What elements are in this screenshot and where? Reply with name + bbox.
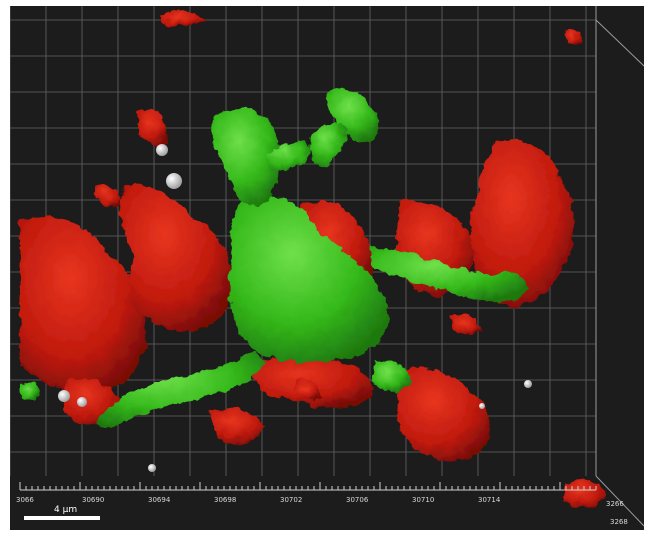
gray-particle xyxy=(77,397,87,407)
red-fragment-center-low xyxy=(295,380,321,401)
red-fragment-mid-right xyxy=(450,314,482,335)
scale-bar-label: 4 µm xyxy=(54,505,77,515)
scale-bar-line xyxy=(24,516,100,520)
x-axis-ruler xyxy=(19,482,597,491)
gray-particle xyxy=(156,144,168,156)
green-cell-body xyxy=(229,195,389,362)
gray-particle xyxy=(148,464,156,472)
green-upper-process xyxy=(212,108,281,205)
green-branch-top xyxy=(265,140,311,171)
x-axis-tick-label: 3066 xyxy=(16,496,34,504)
x-axis-tick-label: 30714 xyxy=(478,496,501,504)
gray-particles xyxy=(58,144,532,472)
gray-particle xyxy=(524,380,532,388)
red-fragment-left xyxy=(95,184,121,207)
x-axis-tick-label: 30702 xyxy=(280,496,302,504)
red-blob-bottom-center xyxy=(250,356,372,408)
green-lower-lobe xyxy=(372,360,411,394)
x-axis-tick-label: 30698 xyxy=(214,496,236,504)
x-axis-tick-label: 30690 xyxy=(82,496,104,504)
render-canvas: 3066 30690 30694 30698 30702 30706 30710 30714 … xyxy=(10,6,644,527)
scale-bar: 4 µm xyxy=(24,505,100,520)
z-axis-tick-labels: 3266 3268 xyxy=(606,500,628,526)
red-fragment-bottom-right-corner xyxy=(563,479,605,509)
z-axis-tick-label: 3266 xyxy=(606,500,624,508)
gray-particle xyxy=(58,390,70,402)
red-blob-left-center xyxy=(119,185,232,331)
gray-particle xyxy=(166,173,182,189)
green-right-process xyxy=(370,246,529,303)
red-channel-structures xyxy=(20,12,605,509)
z-axis-tick-label: 3268 xyxy=(610,518,628,526)
x-axis-tick-labels: 3066 30690 30694 30698 30702 30706 30710 30714 xyxy=(16,496,501,504)
green-stalk xyxy=(309,122,347,167)
red-fragment-top-left xyxy=(138,110,169,145)
green-channel-cell xyxy=(20,87,529,428)
green-lower-left-process xyxy=(96,351,265,428)
red-blob-bottom-small xyxy=(210,408,265,444)
red-fragment-top xyxy=(160,12,205,27)
microscopy-3d-render-viewport[interactable]: 3066 30690 30694 30698 30702 30706 30710 30714 … xyxy=(10,6,644,530)
gray-particle xyxy=(479,403,485,409)
red-blob-bottom-right xyxy=(395,367,491,462)
x-axis-tick-label: 30710 xyxy=(412,496,434,504)
x-axis-tick-label: 30694 xyxy=(148,496,171,504)
green-left-edge-fragment xyxy=(20,381,39,401)
red-blob-left-large xyxy=(20,217,146,392)
x-axis-tick-label: 30706 xyxy=(346,496,369,504)
red-fragment-right-edge xyxy=(565,30,581,46)
red-blob-right-top xyxy=(470,139,574,307)
bounding-box xyxy=(595,6,644,527)
